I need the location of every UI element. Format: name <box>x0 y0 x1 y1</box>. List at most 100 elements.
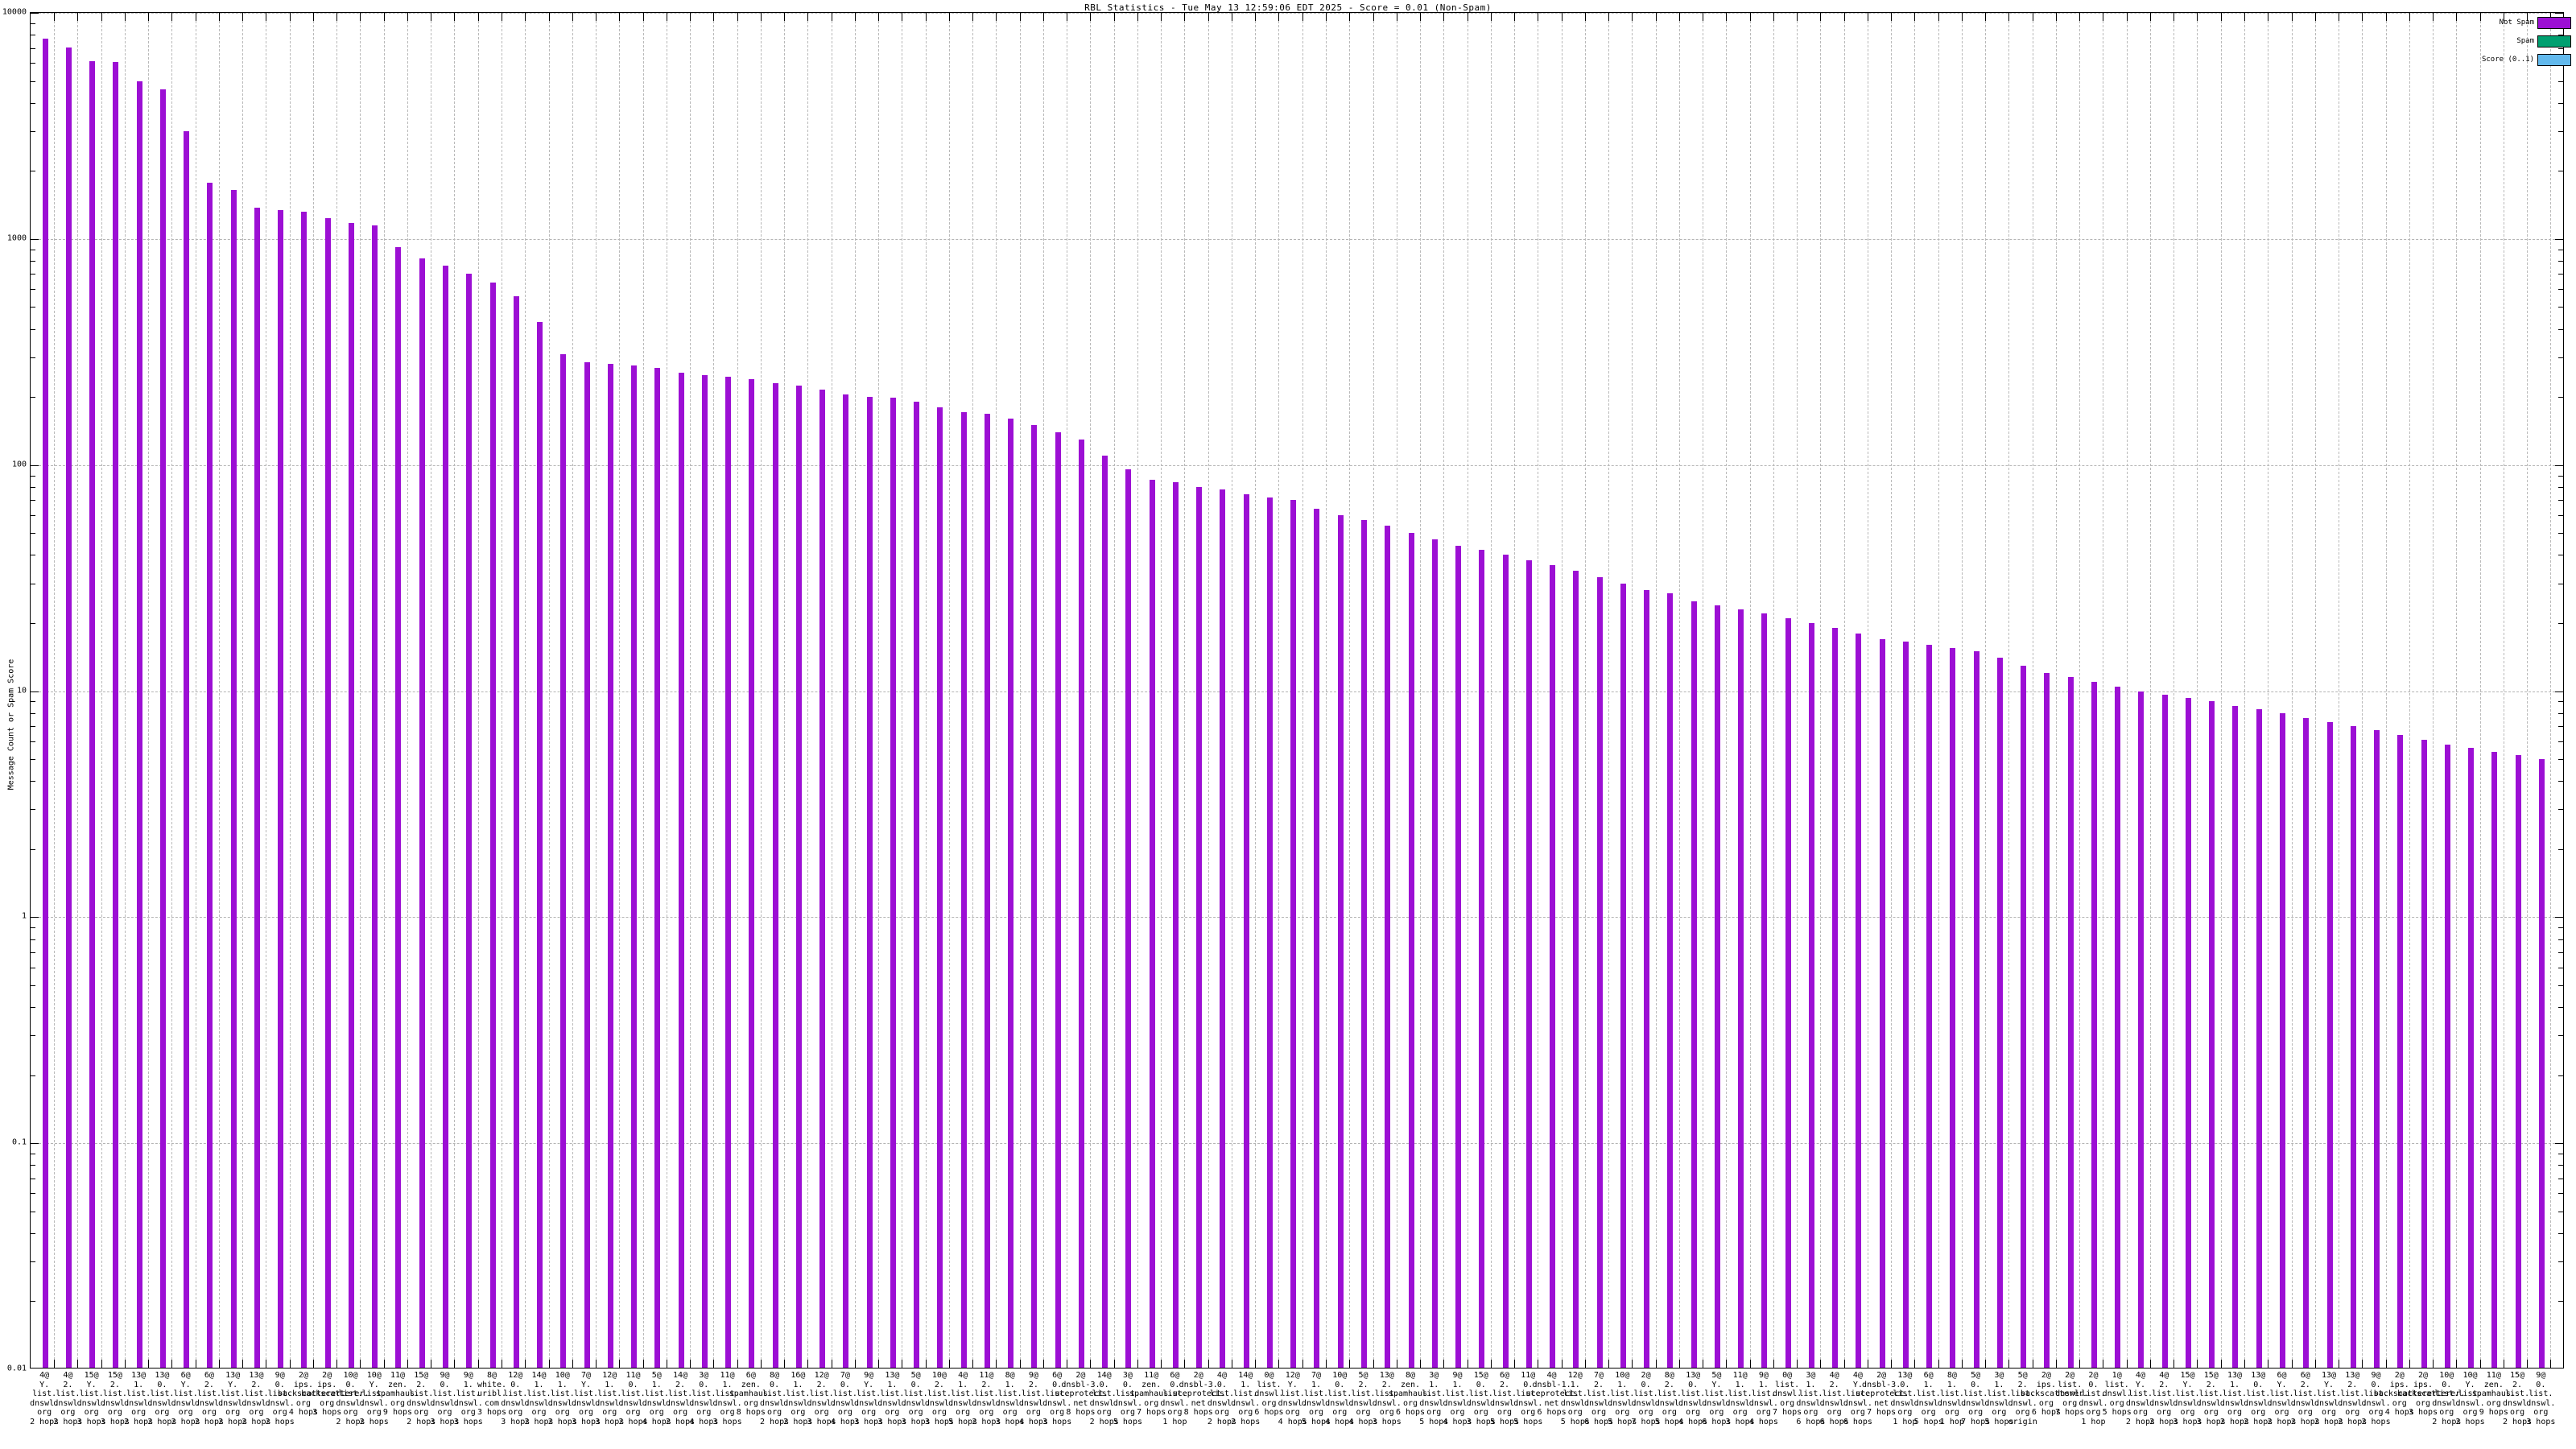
x-axis-tick-label: 14@ 0. list. dnswl. org 2 hops <box>1089 1371 1119 1426</box>
y-axis-tick <box>31 917 39 919</box>
y-axis-minor-tick <box>2558 475 2563 477</box>
legend-item: Spam <box>2475 35 2571 47</box>
y-axis-minor-tick <box>2558 1075 2563 1076</box>
bar <box>1973 651 1979 1368</box>
x-axis-tick-label: 14@ 2. list. dnswl. org 2 hops <box>666 1371 696 1426</box>
x-axis-tick <box>54 1360 56 1368</box>
gridline-vertical <box>1726 13 1728 1368</box>
y-axis-tick <box>2555 691 2563 692</box>
y-axis-tick <box>31 1143 39 1145</box>
gridline-vertical <box>596 13 597 1368</box>
bar <box>537 321 543 1368</box>
y-axis-tick <box>2555 464 2563 466</box>
x-axis-tick <box>1278 1360 1280 1368</box>
x-axis-tick <box>1490 1360 1492 1368</box>
bar <box>1220 489 1226 1368</box>
gridline-vertical <box>1843 13 1845 1368</box>
y-axis-minor-tick <box>31 1193 35 1195</box>
bar <box>890 398 896 1368</box>
x-axis-tick <box>124 1360 126 1368</box>
y-axis-minor-tick <box>31 1232 35 1234</box>
x-axis-tick <box>1820 13 1822 21</box>
bar <box>1738 609 1744 1368</box>
bar <box>772 383 778 1368</box>
x-axis-tick-label: 2@ 0. list. dnswl. org 7 hops <box>1631 1371 1661 1426</box>
bar <box>1172 481 1179 1368</box>
x-axis-tick <box>1325 1360 1327 1368</box>
x-axis-tick <box>454 13 456 21</box>
bar <box>2350 726 2356 1368</box>
x-axis-tick-label: 14@ 1. list. dnswl. org 2 hops <box>1231 1371 1261 1426</box>
y-axis-minor-tick <box>31 23 35 24</box>
bar <box>254 207 260 1368</box>
x-axis-tick <box>2433 1360 2434 1368</box>
x-axis-tick-label: 6@ 2. list. dnswl. org 2 hops <box>2290 1371 2320 1426</box>
x-axis-tick-label: 4@ dnsbl-1. uceprotect. net 6 hops <box>1525 1371 1579 1418</box>
x-axis-tick <box>1678 1360 1680 1368</box>
y-axis-minor-tick <box>31 328 35 330</box>
bar <box>2444 744 2450 1368</box>
x-axis-tick <box>807 13 809 21</box>
bar <box>442 266 448 1368</box>
gridline-vertical <box>1608 13 1610 1368</box>
x-axis-tick <box>1373 1360 1374 1368</box>
y-axis-tick <box>31 691 39 692</box>
bar <box>725 377 732 1368</box>
bar <box>795 385 802 1368</box>
x-axis-tick <box>2409 1360 2410 1368</box>
y-axis-minor-tick <box>31 1301 35 1302</box>
x-axis-tick <box>948 13 950 21</box>
x-axis-tick-label: 10@ 0. list. dnswl. org 4 hops <box>1325 1371 1355 1426</box>
chart-title: RBL Statistics - Tue May 13 12:59:06 EDT… <box>1084 2 1492 13</box>
x-axis-tick-label: 15@ 2. list. dnswl. org 2 hops <box>407 1371 436 1426</box>
bar <box>1149 480 1155 1368</box>
x-axis-tick-label: 4@ Y. list. dnswl. org 6 hops <box>1843 1371 1872 1426</box>
x-axis-tick <box>548 13 550 21</box>
gridline-vertical <box>77 13 79 1368</box>
x-axis-tick <box>1938 1360 1939 1368</box>
x-axis-tick <box>1161 1360 1162 1368</box>
x-axis-tick <box>784 1360 786 1368</box>
x-axis-tick <box>1655 13 1657 21</box>
bar <box>1408 533 1414 1368</box>
gridline-vertical <box>2126 13 2128 1368</box>
gridline-vertical <box>1914 13 1916 1368</box>
x-axis-tick-label: 11@ zen. spamhaus. org 7 hops <box>1129 1371 1174 1418</box>
gridline-vertical <box>2433 13 2434 1368</box>
gridline-horizontal <box>31 238 2563 240</box>
x-axis-tick-label: 13@ 0. list. dnswl. org 4 hops <box>1678 1371 1708 1426</box>
bar <box>1761 613 1768 1368</box>
x-axis-tick-label: 9@ 1. list. dnswl. org 4 hops <box>1443 1371 1472 1426</box>
gridline-vertical <box>996 13 997 1368</box>
x-axis-tick-label: 8@ 0. list. dnswl. org 2 hops <box>760 1371 790 1426</box>
x-axis-tick <box>2149 13 2151 21</box>
bar <box>1055 431 1061 1368</box>
x-axis-tick <box>2314 1360 2316 1368</box>
x-axis-tick <box>878 1360 880 1368</box>
x-axis-tick-label: 10@ 0. list. dnswl. org 2 hops <box>336 1371 365 1426</box>
x-axis-tick <box>642 13 644 21</box>
y-axis-minor-tick <box>2558 1193 2563 1195</box>
y-axis-tick-label: 0.1 <box>11 1137 27 1147</box>
gridline-vertical <box>1797 13 1798 1368</box>
x-axis-tick <box>1608 1360 1610 1368</box>
x-axis-tick-label: 4@ 2. list. dnswl. org 6 hops <box>1819 1371 1849 1426</box>
x-axis-tick-label: 2@ ips. backscatterer. org 3 hops <box>2397 1371 2466 1418</box>
gridline-vertical <box>572 13 573 1368</box>
x-axis-tick <box>383 13 385 21</box>
x-axis-tick-label: 6@ 1. list. dnswl. org 5 hops <box>1913 1371 1943 1426</box>
x-axis-tick-label: 15@ Y. list. dnswl. org 3 hops <box>76 1371 106 1426</box>
bar <box>1479 550 1485 1368</box>
x-axis-tick <box>1443 13 1445 21</box>
x-axis-tick <box>218 1360 220 1368</box>
x-axis-tick <box>619 1360 621 1368</box>
x-axis-tick-label: 5@ 2. list. dnswl. org 4 hops <box>1348 1371 1378 1426</box>
x-axis-tick-label: 2@ dnsbl-3. uceprotect. net 8 hops <box>1055 1371 1108 1418</box>
gridline-vertical <box>1655 13 1657 1368</box>
x-axis-tick <box>1420 13 1422 21</box>
x-axis-tick-label: 12@ Y. list. dnswl. org 4 hops <box>1278 1371 1307 1426</box>
x-axis-tick <box>383 1360 385 1368</box>
y-axis-minor-tick <box>2558 712 2563 714</box>
gridline-vertical <box>925 13 927 1368</box>
gridline-vertical <box>713 13 715 1368</box>
